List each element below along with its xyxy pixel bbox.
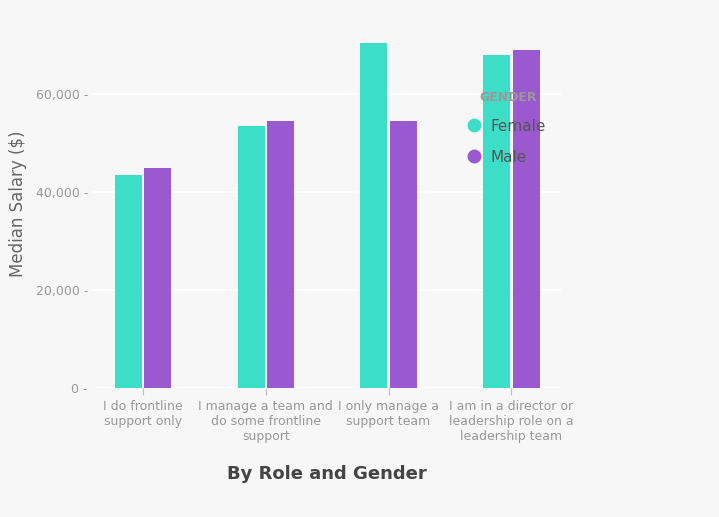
Bar: [145, 168, 171, 388]
Bar: [513, 50, 539, 388]
Bar: [237, 126, 265, 388]
Bar: [390, 121, 417, 388]
Bar: [267, 121, 294, 388]
X-axis label: By Role and Gender: By Role and Gender: [227, 465, 427, 483]
Bar: [115, 175, 142, 388]
Bar: [483, 55, 510, 388]
Y-axis label: Median Salary ($): Median Salary ($): [9, 131, 27, 278]
Legend: Female, Male: Female, Male: [462, 83, 553, 172]
Bar: [360, 43, 388, 388]
